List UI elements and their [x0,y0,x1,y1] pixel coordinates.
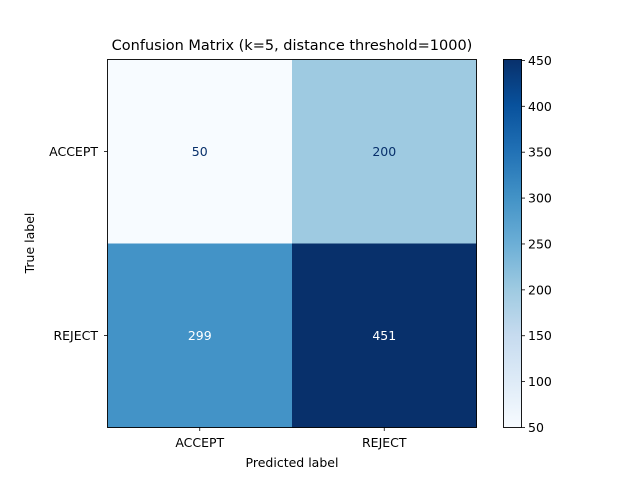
heatmap-cell [107,59,293,244]
colorbar-tick-label: 300 [528,191,552,206]
x-tick-label: ACCEPT [175,435,224,450]
y-tick-label: REJECT [53,328,98,343]
cell-value-label: 200 [372,144,396,159]
heatmap-cell [292,59,477,244]
cell-value-label: 451 [372,328,396,343]
chart-title: Confusion Matrix (k=5, distance threshol… [112,38,473,54]
colorbar-tick-label: 400 [528,99,552,114]
heatmap-frame [107,59,477,428]
colorbar-tick-label: 450 [528,53,552,68]
cell-value-label: 50 [192,144,208,159]
cell-value-label: 299 [188,328,212,343]
y-tick-label: ACCEPT [49,144,98,159]
x-tick-label: REJECT [362,435,407,450]
colorbar-ticks: 50 100 150 200 250 300 350 400 450 [521,53,552,435]
colorbar-tick-label: 150 [528,328,552,343]
x-axis-label: Predicted label [246,455,339,470]
colorbar-frame [503,59,522,428]
colorbar-tick-label: 50 [528,420,544,435]
colorbar-tick-label: 350 [528,145,552,160]
heatmap-cell [292,243,477,428]
colorbar-tick-label: 250 [528,236,552,251]
heatmap-cells: 50 200 299 451 [107,59,477,428]
colorbar-tick-label: 200 [528,282,552,297]
heatmap-cell [107,243,293,428]
colorbar [503,59,522,427]
y-axis-label: True label [22,213,37,275]
colorbar-tick-label: 100 [528,374,552,389]
axis-ticks: ACCEPT REJECT ACCEPT REJECT [49,144,407,450]
